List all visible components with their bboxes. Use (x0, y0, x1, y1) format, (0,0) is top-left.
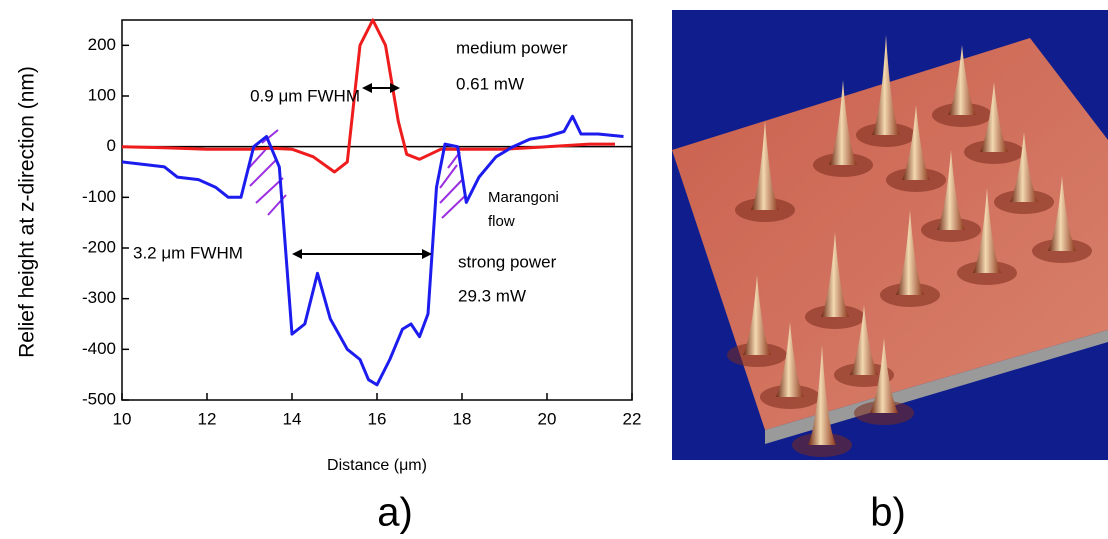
arrow-head (362, 83, 400, 93)
sample-edge (765, 330, 1108, 444)
hatch-line (441, 194, 467, 219)
y-tick-label: 100 (88, 85, 116, 104)
peak (973, 188, 1001, 273)
peak (896, 210, 924, 295)
hatch-line (255, 177, 284, 204)
annotation: 29.3 mW (458, 286, 526, 305)
x-tick-label: 22 (623, 409, 642, 428)
annotation: strong power (458, 252, 557, 271)
hatch-line (439, 164, 458, 189)
x-tick-label: 20 (538, 409, 557, 428)
peak (948, 45, 976, 115)
panel-label: b) (870, 491, 906, 535)
annotation: flow (488, 213, 515, 230)
peak (872, 35, 900, 135)
annotation: 3.2 μm FWHM (133, 243, 243, 262)
peak (937, 150, 965, 230)
x-tick-label: 18 (453, 409, 472, 428)
x-axis-label: Distance (μm) (327, 457, 427, 474)
data-line (121, 18, 615, 174)
annotation: medium power (456, 38, 568, 57)
annotation: 0.9 μm FWHM (250, 86, 360, 105)
peak (1010, 132, 1038, 202)
hatch-line (261, 129, 279, 144)
y-tick-label: 0 (107, 136, 116, 155)
hatch-line (439, 179, 463, 204)
peak (870, 338, 898, 413)
x-tick-label: 16 (368, 409, 387, 428)
hatch-line (249, 159, 277, 187)
y-tick-label: -300 (82, 288, 116, 307)
peak (850, 305, 878, 375)
peak (902, 105, 930, 180)
peak (1048, 176, 1076, 251)
y-tick-label: -100 (82, 187, 116, 206)
y-tick-label: -200 (82, 237, 116, 256)
peak (821, 232, 849, 317)
y-tick-label: -400 (82, 339, 116, 358)
peak (751, 120, 779, 210)
annotation: Marangoni (488, 189, 559, 206)
plot-area (121, 19, 633, 401)
peak (980, 82, 1008, 152)
peaks (727, 35, 1092, 457)
peak (808, 345, 836, 445)
plot-frame (121, 19, 633, 401)
data-line (121, 114, 624, 387)
x-tick-label: 12 (198, 409, 217, 428)
afm-image (672, 10, 1108, 460)
peak (829, 80, 857, 165)
hatch-line (246, 146, 269, 171)
peak (776, 322, 804, 397)
y-tick-label: 200 (88, 35, 116, 54)
y-axis-label: Relief height at z-direction (nm) (16, 66, 39, 358)
y-tick-label: -500 (82, 389, 116, 408)
annotation: 0.61 mW (456, 74, 524, 93)
peak (743, 275, 771, 355)
x-tick-label: 14 (283, 409, 302, 428)
panel-label: a) (377, 491, 413, 535)
x-tick-label: 10 (113, 409, 132, 428)
